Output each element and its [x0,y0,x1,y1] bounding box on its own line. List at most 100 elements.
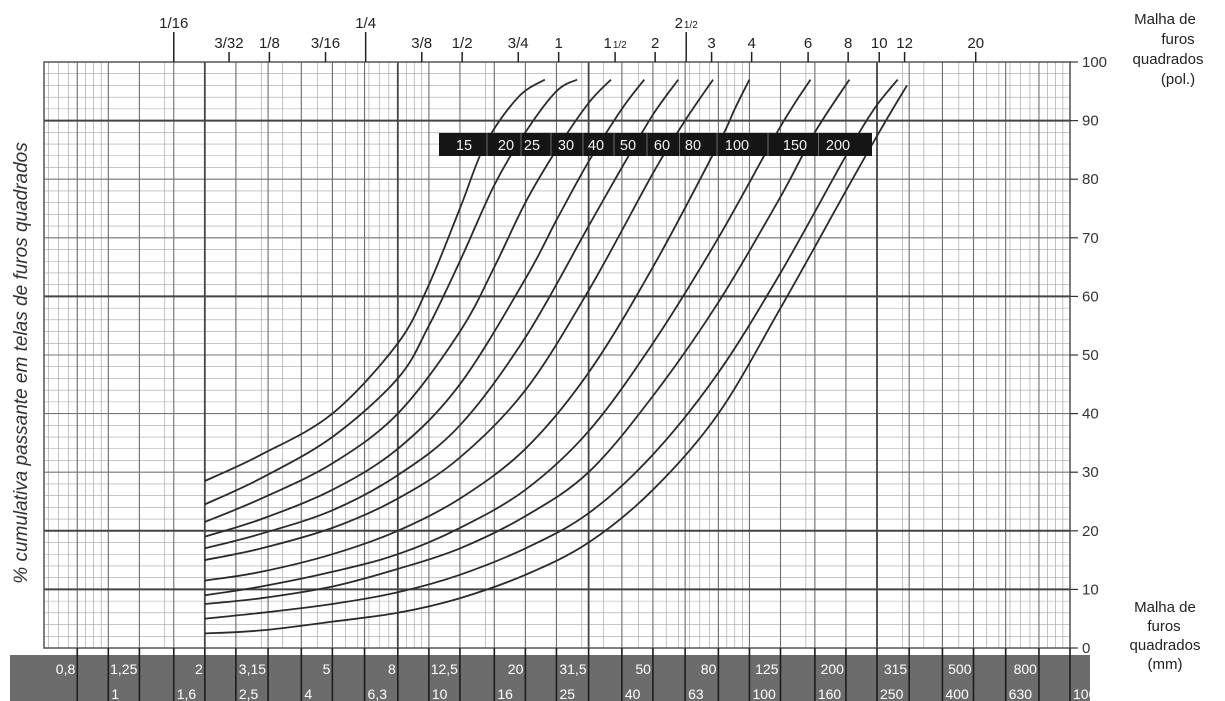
grading-curve-1 [204,78,546,482]
curve-band-label: 60 [654,138,670,154]
inch-tick-label: 21/2 [675,15,699,32]
mm-tick-label-upper: 0,8 [56,661,76,677]
mm-tick-label-upper: 31,5 [559,661,586,677]
mm-tick-label-upper: 12,5 [431,661,458,677]
mm-tick-label-lower: 4 [304,686,312,701]
mm-tick-label-upper: 125 [755,661,779,677]
y-tick-label: 80 [1082,171,1099,188]
inch-tick-label: 10 [871,35,888,52]
top-unit-line-4: (pol.) [1161,71,1195,88]
mm-tick-label-lower: 250 [880,686,904,701]
inch-tick-label: 3/8 [411,35,432,52]
grading-curve-11 [204,84,908,635]
mm-tick-label-upper: 20 [508,661,524,677]
mm-tick-label-upper: 2 [195,661,203,677]
top-unit-label: Malha de furos quadrados (pol.) [1133,11,1204,88]
mm-tick-label-lower: 10 [432,686,448,701]
curve-band-label: 15 [456,138,472,154]
mm-tick-label-upper: 5 [323,661,331,677]
bottom-unit-label: Malha de furos quadrados (mm) [1130,599,1201,673]
bottom-unit-line-2: furos [1147,618,1180,635]
inch-tick-label: 1 [554,35,562,52]
mm-tick-label-lower: 160 [818,686,842,701]
mm-tick-label-lower: 40 [625,686,641,701]
inch-tick-label: 4 [747,35,755,52]
bottom-unit-line-3: quadrados [1130,637,1201,654]
mm-tick-label-lower: 100 [752,686,776,701]
mm-tick-label-upper: 80 [701,661,717,677]
curve-band-label: 40 [588,138,604,154]
y-tick-label: 10 [1082,581,1099,598]
curve-band-label: 200 [826,138,850,154]
mm-tick-label-upper: 500 [948,661,972,677]
inch-tick-label: 8 [844,35,852,52]
mm-tick-label-lower: 16 [497,686,513,701]
y-tick-label: 20 [1082,523,1099,540]
inch-tick-fraction: 1/2 [613,40,627,51]
inch-tick-fraction: 1/2 [684,20,698,31]
inch-tick-label: 11/2 [603,35,627,52]
mm-tick-label-lower: 63 [688,686,704,701]
mm-tick-label-lower: 25 [559,686,575,701]
inch-tick-label: 6 [804,35,812,52]
mm-tick-label-lower: 400 [945,686,969,701]
mm-tick-label-upper: 8 [388,661,396,677]
mm-tick-label-upper: 50 [635,661,651,677]
inch-tick-label: 1/16 [159,15,188,32]
mm-tick-label-upper: 3,15 [239,661,266,677]
mm-tick-label-upper: 315 [884,661,908,677]
grading-curve-2 [204,78,578,506]
mm-tick-label-lower: 2,5 [239,686,259,701]
y-tick-label: 50 [1082,347,1099,364]
y-axis-title: % cumulativa passante em telas de furos … [11,142,32,584]
grading-curve-9 [204,79,851,605]
y-tick-label: 60 [1082,288,1099,305]
mm-tick-label-lower: 6,3 [368,686,388,701]
inch-tick-label: 3 [707,35,715,52]
mm-axis: 0,8 1,25 2 3,15 5 8 12,5 20 31,5 50 80 125 200 315 500… [10,648,1104,701]
inch-axis: 1/16 1/4 3/32 1/8 3/16 3/8 1/2 3/4 1 11/2 2 21/2 3 4 6… [159,15,984,62]
grading-curve-8 [204,79,812,597]
y-tick-label: 0 [1082,640,1090,657]
top-unit-line-1: Malha de [1134,11,1196,28]
curve-band-label: 20 [498,138,514,154]
mm-tick-label-lower: 1 [111,686,119,701]
y-tick-label: 40 [1082,406,1099,423]
top-unit-line-3: quadrados [1133,51,1204,68]
mm-tick-label-lower: 1,6 [177,686,197,701]
curve-band-background [439,133,872,156]
curve-band-label: 50 [620,138,636,154]
y-tick-label: 90 [1082,113,1099,130]
curve-band-label: 30 [558,138,574,154]
inch-tick-label: 3/32 [214,35,243,52]
curve-band-label: 150 [783,138,807,154]
y-tick-label: 70 [1082,230,1099,247]
bottom-unit-line-4: (mm) [1148,656,1183,673]
top-unit-line-2: furos [1161,31,1194,48]
inch-tick-label: 1/4 [355,15,376,32]
inch-tick-label: 3/4 [508,35,529,52]
mm-tick-label-upper: 200 [821,661,845,677]
bottom-unit-line-1: Malha de [1134,599,1196,616]
inch-tick-label: 1/2 [452,35,473,52]
grading-curve-10 [204,79,899,620]
y-tick-label: 30 [1082,464,1099,481]
mm-tick-label-upper: 800 [1014,661,1038,677]
grading-curve-3 [204,78,612,523]
y-tick-label: 100 [1082,54,1107,71]
mm-tick-label-lower: 630 [1009,686,1033,701]
percent-axis: 0 10 20 30 40 50 60 70 80 90 100 [1070,54,1107,657]
curve-band-label: 100 [725,138,749,154]
mm-tick-label-lower: 1000 [1073,686,1104,701]
mm-tick-label-upper: 1,25 [110,661,137,677]
inch-tick-label: 12 [896,35,913,52]
curve-band-label: 80 [685,138,701,154]
inch-tick-label: 2 [651,35,659,52]
curve-number-band: 15 20 25 30 40 50 60 80 100 150 200 [439,133,872,156]
mm-axis-band [10,655,1090,701]
inch-tick-label: 20 [967,35,984,52]
inch-tick-label: 1/8 [259,35,280,52]
curve-band-label: 25 [524,138,540,154]
inch-tick-label: 3/16 [311,35,340,52]
